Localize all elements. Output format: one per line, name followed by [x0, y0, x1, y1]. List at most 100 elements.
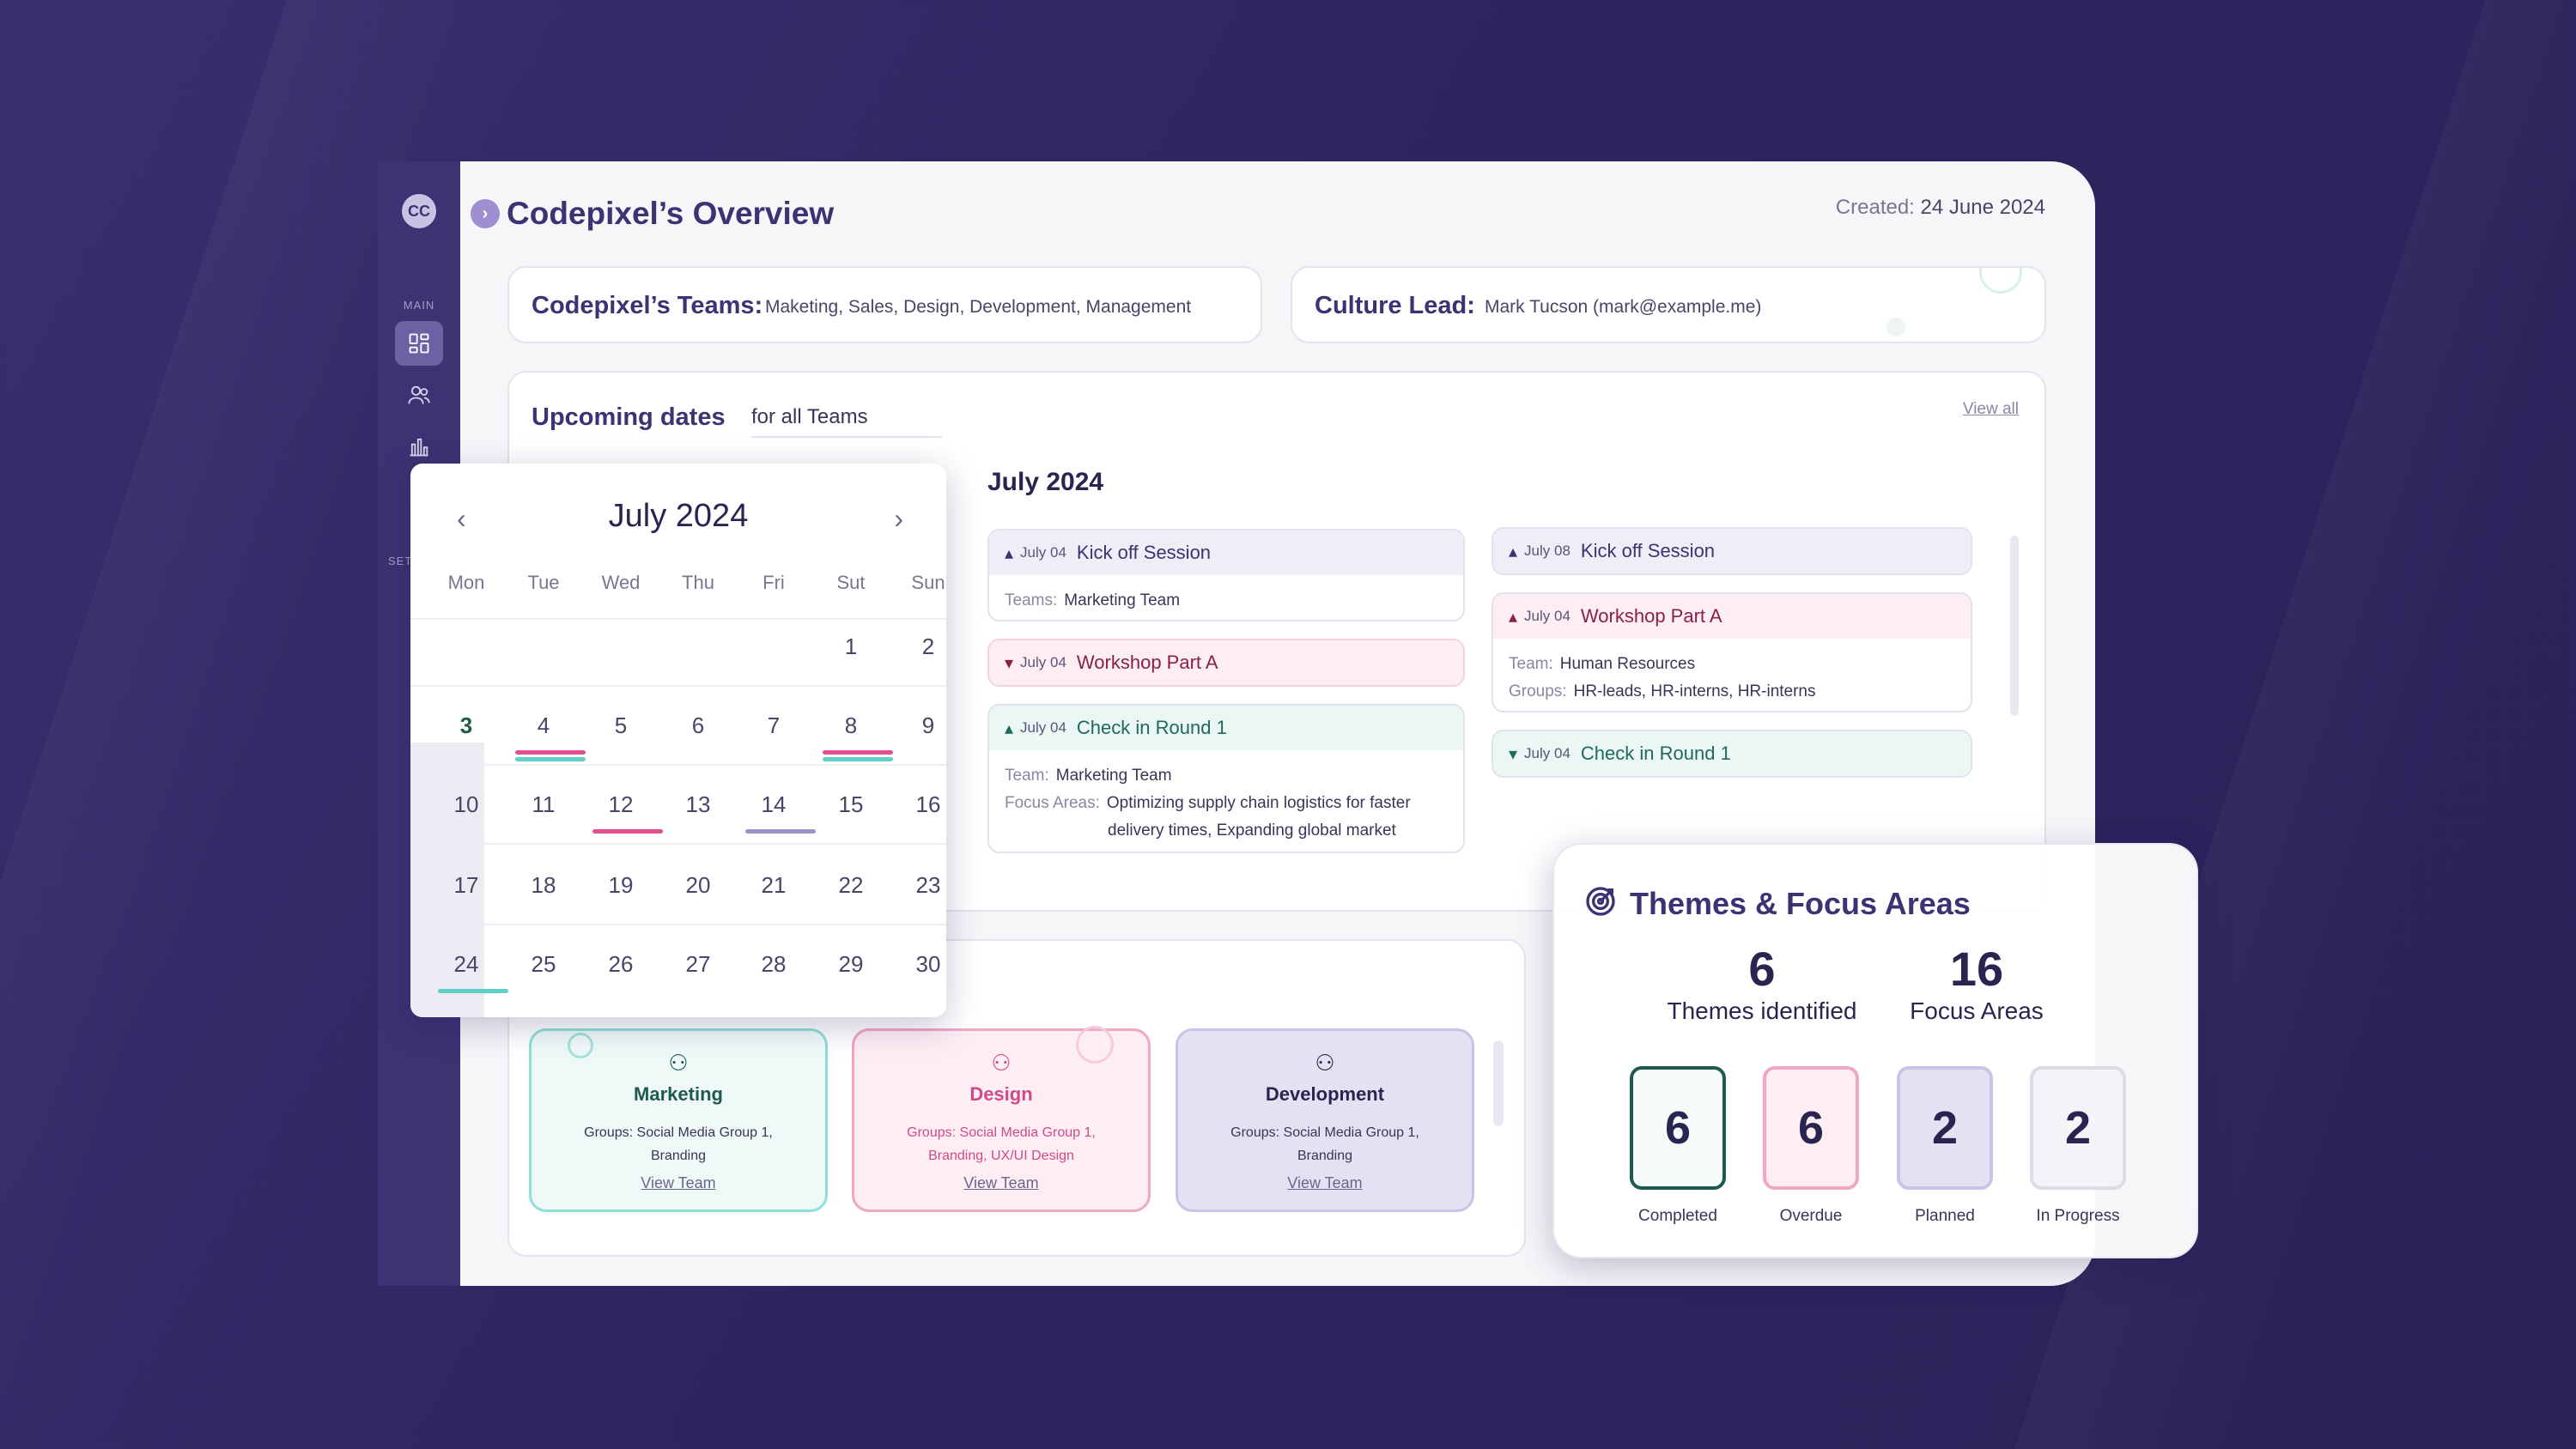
event-card[interactable]: ▾ July 04 Check in Round 1 [1492, 730, 1972, 778]
calendar-day[interactable]: 28 [761, 951, 787, 977]
calendar-day[interactable]: 3 [459, 712, 473, 738]
calendar-day[interactable]: 12 [608, 791, 634, 817]
prev-month-button[interactable]: ‹ [457, 503, 466, 534]
calendar-day[interactable]: 24 [453, 951, 479, 977]
status-box-overdue[interactable]: 6 [1763, 1066, 1859, 1190]
event-name: Check in Round 1 [1076, 717, 1227, 738]
decor-dot [1886, 318, 1905, 336]
calendar-day[interactable]: 10 [453, 791, 479, 817]
calendar-day[interactable]: 14 [761, 791, 787, 817]
team-name: Design [969, 1083, 1033, 1105]
event-date: July 04 [1020, 544, 1066, 561]
team-card-marketing[interactable]: ⚇ Marketing Groups: Social Media Group 1… [529, 1028, 828, 1212]
calendar-day[interactable]: 21 [761, 872, 787, 898]
event-name: Kick off Session [1580, 540, 1716, 561]
event-value: delivery times, Expanding global market [1108, 822, 1396, 840]
view-all-link[interactable]: View all [1962, 400, 2019, 418]
caret-down-icon: ▾ [1005, 653, 1014, 673]
calendar-day[interactable]: 11 [532, 791, 556, 817]
event-card[interactable]: ▴ July 04 Kick off Session Teams: Marketing… [987, 529, 1465, 621]
calendar-day[interactable]: 5 [614, 712, 628, 738]
stat-label: Themes identified [1667, 997, 1857, 1024]
event-marker [515, 757, 586, 761]
event-card[interactable]: ▴ July 08 Kick off Session [1492, 527, 1972, 575]
event-date: July 04 [1020, 719, 1066, 736]
event-marker [592, 829, 663, 834]
chevron-right-icon[interactable]: › [471, 199, 500, 228]
team-card-design[interactable]: ⚇ Design Groups: Social Media Group 1, B… [852, 1026, 1151, 1212]
sidebar-section-settings: SET [388, 555, 413, 567]
calendar-day[interactable]: 27 [685, 951, 711, 977]
event-key: Team: [1509, 655, 1553, 673]
status-box-planned[interactable]: 2 [1897, 1066, 1993, 1190]
divider [410, 618, 946, 620]
view-team-link[interactable]: View Team [963, 1174, 1039, 1191]
event-marker [438, 989, 508, 993]
event-key: Groups: [1509, 682, 1567, 700]
team-groups: Groups: Social Media Group 1, Branding [1230, 1125, 1419, 1163]
calendar-day[interactable]: 23 [915, 872, 941, 898]
calendar-day[interactable]: 15 [838, 791, 864, 817]
divider [410, 685, 946, 687]
calendar-day[interactable]: 18 [531, 872, 556, 898]
sidebar-item-users[interactable] [395, 373, 443, 417]
divider [410, 843, 946, 845]
event-marker [823, 757, 893, 761]
event-card[interactable]: ▴ July 04 Check in Round 1 Team: Marketing … [987, 704, 1465, 853]
status-box-in-progress[interactable]: 2 [2030, 1066, 2126, 1190]
team-filter[interactable]: for all Teams [751, 405, 942, 438]
event-card[interactable]: ▾ July 04 Workshop Part A [987, 639, 1465, 687]
users-icon [408, 385, 430, 404]
calendar-day[interactable]: 17 [453, 872, 479, 898]
event-key: Focus Areas: [1005, 794, 1100, 812]
scrollbar[interactable] [2010, 536, 2019, 716]
sidebar-item-charts[interactable] [395, 424, 443, 469]
scrollbar[interactable] [1493, 1040, 1504, 1126]
calendar-day[interactable]: 19 [608, 872, 634, 898]
weekday-label: Mon [447, 572, 485, 593]
view-team-link[interactable]: View Team [1287, 1174, 1363, 1191]
calendar-day[interactable]: 20 [685, 872, 711, 898]
target-icon [1586, 887, 1615, 916]
status-box-completed[interactable]: 6 [1630, 1066, 1726, 1190]
calendar-day[interactable]: 4 [537, 712, 550, 738]
calendar-day[interactable]: 2 [921, 634, 935, 659]
logo[interactable]: CC [402, 194, 436, 228]
calendar-day[interactable]: 29 [838, 951, 864, 977]
calendar-day[interactable]: 1 [844, 634, 858, 659]
calendar-popup: July 2024 ‹ › Mon Tue Wed Thu Fri Sut Sun 1 2 3 4 5… [410, 464, 946, 1017]
weekday-label: Sut [836, 572, 866, 593]
teams-label: Codepixel’s Teams: [532, 292, 763, 319]
event-name: Check in Round 1 [1580, 743, 1731, 764]
page-title: Codepixel’s Overview [507, 196, 835, 231]
calendar-day[interactable]: 6 [691, 712, 705, 738]
decor-circle [1076, 1026, 1114, 1064]
team-card-development[interactable]: ⚇ Development Groups: Social Media Group… [1176, 1028, 1474, 1212]
sidebar-item-dashboard[interactable] [395, 321, 443, 366]
weekday-label: Fri [762, 572, 785, 593]
calendar-day[interactable]: 26 [608, 951, 634, 977]
calendar-day[interactable]: 22 [838, 872, 864, 898]
team-groups: Groups: Social Media Group 1, Branding [584, 1125, 773, 1163]
calendar-day[interactable]: 9 [921, 712, 935, 738]
stat-label: Focus Areas [1910, 997, 2044, 1024]
calendar-day[interactable]: 30 [915, 951, 941, 977]
calendar-day[interactable]: 8 [844, 712, 858, 738]
event-name: Workshop Part A [1580, 605, 1722, 627]
next-month-button[interactable]: › [894, 503, 903, 534]
caret-up-icon: ▴ [1509, 607, 1518, 627]
calendar-day[interactable]: 25 [531, 951, 556, 977]
users-icon: ⚇ [1315, 1050, 1335, 1076]
events-month-title: July 2024 [987, 468, 1104, 496]
view-team-link[interactable]: View Team [641, 1174, 716, 1191]
weekday-label: Thu [682, 572, 714, 593]
status-label: Overdue [1779, 1207, 1843, 1225]
status-label: Planned [1915, 1207, 1975, 1225]
calendar-day[interactable]: 16 [915, 791, 941, 817]
event-card[interactable]: ▴ July 04 Workshop Part A Team: Human Resou… [1492, 592, 1972, 712]
created-value: 24 June 2024 [1920, 196, 2045, 219]
status-label: Completed [1638, 1207, 1717, 1225]
caret-up-icon: ▴ [1005, 718, 1014, 738]
calendar-day[interactable]: 13 [685, 791, 711, 817]
calendar-day[interactable]: 7 [767, 712, 781, 738]
